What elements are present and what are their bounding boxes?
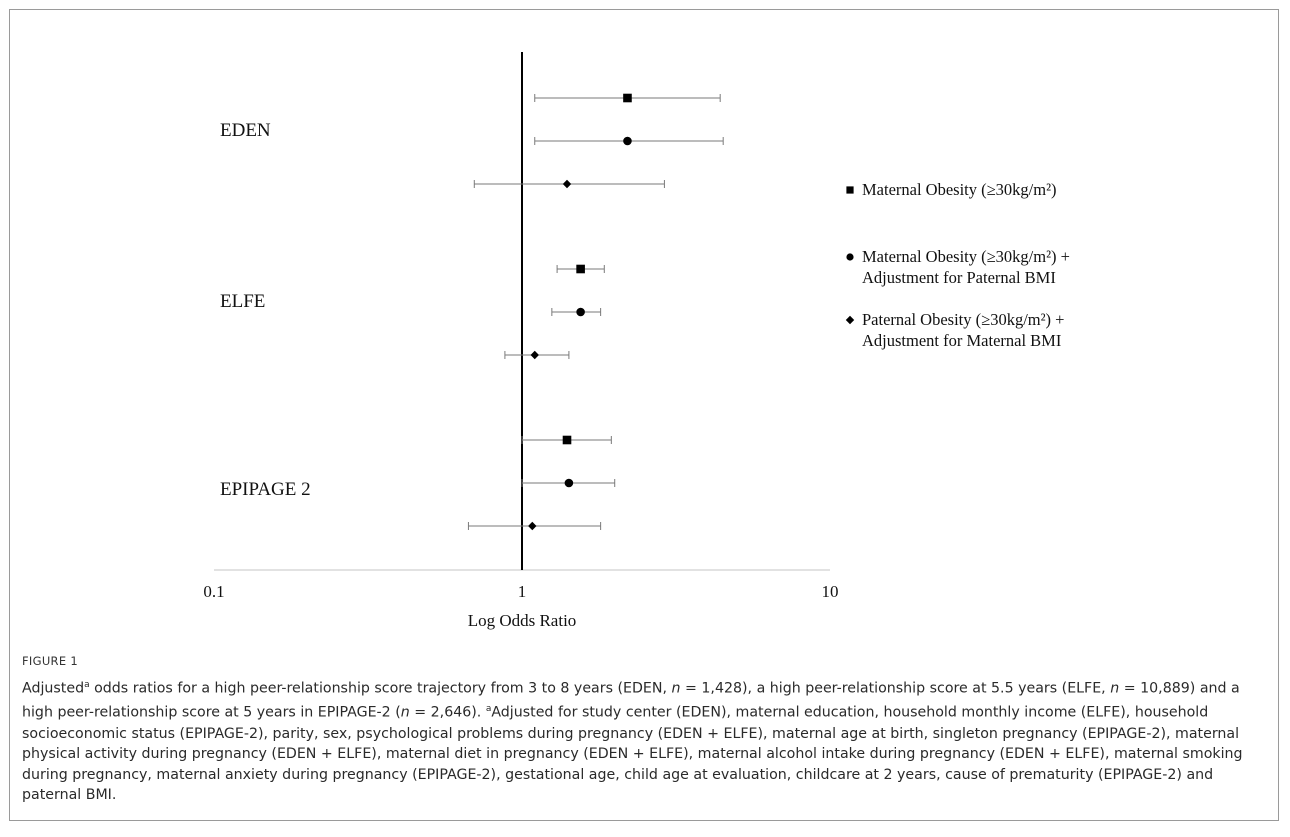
- figure-label: FIGURE 1: [22, 654, 78, 668]
- data-point: [623, 136, 632, 146]
- data-point: [528, 521, 537, 531]
- x-axis-label: Log Odds Ratio: [468, 611, 577, 630]
- legend-label: Adjustment for Paternal BMI: [862, 268, 1056, 287]
- legend-label: Paternal Obesity (≥30kg/m²) +: [862, 310, 1064, 329]
- data-point: [562, 435, 572, 445]
- x-tick-label: 0.1: [203, 582, 224, 601]
- group-label: ELFE: [220, 291, 265, 312]
- forest-plot: 0.1 1 10 Log Odds Ratio EDEN ELFE EPIPAGE 2 Mat…: [203, 52, 1070, 630]
- legend-label: Maternal Obesity (≥30kg/m²) +: [862, 247, 1070, 266]
- group-label: EDEN: [220, 120, 271, 141]
- data-point: [623, 93, 632, 103]
- data-point: [564, 478, 574, 488]
- group-label: EPIPAGE 2: [220, 479, 311, 500]
- figure-frame: 0.1 1 10 Log Odds Ratio EDEN ELFE EPIPAGE 2 Mat…: [9, 9, 1279, 821]
- figure-caption: FIGURE 1 Adjusteda odds ratios for a hig…: [22, 654, 1272, 806]
- data-point: [530, 350, 539, 360]
- legend-marker: [846, 253, 854, 261]
- data-point: [576, 264, 585, 274]
- legend-label: Adjustment for Maternal BMI: [862, 331, 1061, 350]
- data-point: [562, 179, 572, 189]
- x-tick-label: 1: [518, 582, 527, 601]
- legend-label: Maternal Obesity (≥30kg/m²): [862, 180, 1057, 199]
- caption-text: Adjusteda odds ratios for a high peer-re…: [22, 680, 1243, 804]
- legend-marker: [845, 315, 855, 325]
- x-tick-label: 10: [822, 582, 839, 601]
- data-point: [576, 307, 585, 317]
- legend-marker: [846, 186, 854, 194]
